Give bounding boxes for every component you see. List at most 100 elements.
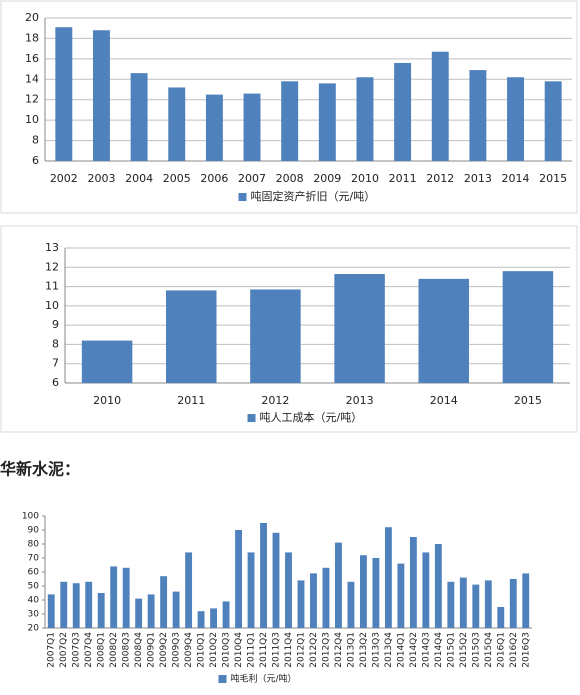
x-tick-label: 2014Q3 xyxy=(421,632,431,668)
x-tick-label: 2009 xyxy=(313,172,341,185)
bar xyxy=(235,530,242,628)
y-tick-label: 80 xyxy=(28,540,40,550)
x-tick-label: 2016Q1 xyxy=(496,632,506,668)
bar xyxy=(334,274,385,383)
bar xyxy=(297,580,305,628)
bar xyxy=(281,81,299,161)
x-tick-label: 2013 xyxy=(346,394,374,407)
bar xyxy=(166,290,217,383)
x-tick-label: 2014Q4 xyxy=(434,632,444,668)
bar xyxy=(197,611,205,628)
legend-swatch xyxy=(238,193,247,201)
bar xyxy=(110,566,118,628)
x-tick-label: 2011Q4 xyxy=(284,632,294,668)
y-tick-label: 40 xyxy=(28,596,40,606)
bar xyxy=(85,581,93,628)
x-tick-label: 2007 xyxy=(238,172,266,185)
y-tick-label: 90 xyxy=(28,526,40,536)
bar xyxy=(418,278,469,383)
y-tick-label: 60 xyxy=(28,568,40,578)
x-tick-label: 2014Q2 xyxy=(409,632,419,668)
x-tick-label: 2015Q4 xyxy=(484,632,494,668)
x-tick-label: 2011 xyxy=(389,172,417,185)
x-tick-label: 2015Q3 xyxy=(471,632,481,668)
y-tick-label: 12 xyxy=(25,93,39,106)
x-tick-label: 2012 xyxy=(426,172,454,185)
y-tick-label: 6 xyxy=(32,154,39,167)
legend-label: 吨人工成本（元/吨） xyxy=(260,410,363,424)
x-tick-label: 2013Q2 xyxy=(359,632,369,668)
bar xyxy=(122,567,130,628)
bar xyxy=(422,552,430,628)
y-tick-label: 10 xyxy=(45,299,59,312)
x-tick-label: 2012Q4 xyxy=(334,632,344,668)
x-tick-label: 2010Q2 xyxy=(209,632,219,668)
x-tick-label: 2014Q1 xyxy=(396,632,406,668)
bar xyxy=(81,340,133,383)
y-tick-label: 20 xyxy=(28,624,40,634)
x-tick-label: 2011Q1 xyxy=(247,632,257,668)
bar xyxy=(522,573,530,628)
x-tick-label: 2008Q2 xyxy=(109,632,119,668)
bar xyxy=(469,70,487,161)
legend-label: 吨毛利（元/吨） xyxy=(231,673,297,685)
x-tick-label: 2008Q1 xyxy=(97,632,107,668)
legend-swatch xyxy=(218,675,227,683)
x-tick-label: 2011Q2 xyxy=(259,632,269,668)
bar xyxy=(372,558,380,628)
x-tick-label: 2008Q4 xyxy=(134,632,144,668)
bar xyxy=(250,289,301,383)
x-tick-label: 2015Q1 xyxy=(446,632,456,668)
y-tick-label: 6 xyxy=(52,376,59,389)
x-tick-label: 2013Q4 xyxy=(384,632,394,668)
bar xyxy=(502,271,554,383)
y-tick-label: 50 xyxy=(28,582,40,592)
bar xyxy=(260,523,267,628)
x-tick-label: 2014 xyxy=(430,394,458,407)
bar xyxy=(484,580,492,628)
bar xyxy=(318,83,336,161)
bar xyxy=(394,62,412,161)
bar xyxy=(243,93,261,161)
x-tick-label: 2012 xyxy=(261,394,289,407)
x-tick-label: 2011 xyxy=(177,394,205,407)
bar xyxy=(335,542,342,628)
bar xyxy=(92,30,110,162)
chart-frame xyxy=(0,225,578,433)
x-tick-label: 2012Q1 xyxy=(296,632,306,668)
x-tick-label: 2009Q2 xyxy=(159,632,169,668)
bar xyxy=(397,563,405,628)
legend-label: 吨固定资产折旧（元/吨） xyxy=(251,189,376,203)
x-tick-label: 2012Q3 xyxy=(321,632,331,668)
x-tick-label: 2007Q4 xyxy=(84,632,94,668)
bar xyxy=(47,594,55,628)
x-tick-label: 2010Q1 xyxy=(197,632,207,668)
x-tick-label: 2015 xyxy=(539,172,567,185)
y-tick-label: 10 xyxy=(25,113,39,126)
x-tick-label: 2015Q2 xyxy=(459,632,469,668)
bar xyxy=(130,73,148,161)
x-tick-label: 2003 xyxy=(87,172,115,185)
x-tick-label: 2008 xyxy=(276,172,304,185)
bar xyxy=(72,583,80,628)
bar xyxy=(272,532,280,628)
bar xyxy=(185,552,193,628)
legend-swatch xyxy=(247,414,256,422)
x-tick-label: 2010 xyxy=(351,172,379,185)
x-tick-label: 2009Q4 xyxy=(184,632,194,668)
bar xyxy=(168,87,186,161)
x-tick-label: 2004 xyxy=(125,172,153,185)
bar xyxy=(205,94,223,161)
y-tick-label: 100 xyxy=(22,512,39,522)
bar xyxy=(60,581,68,628)
bar xyxy=(147,594,155,628)
x-tick-label: 2005 xyxy=(163,172,191,185)
bar xyxy=(356,77,374,161)
x-tick-label: 2015 xyxy=(514,394,542,407)
bar xyxy=(409,537,417,628)
y-tick-label: 14 xyxy=(25,72,39,85)
bar xyxy=(472,584,480,628)
bar xyxy=(172,591,180,628)
y-tick-label: 8 xyxy=(32,134,39,147)
